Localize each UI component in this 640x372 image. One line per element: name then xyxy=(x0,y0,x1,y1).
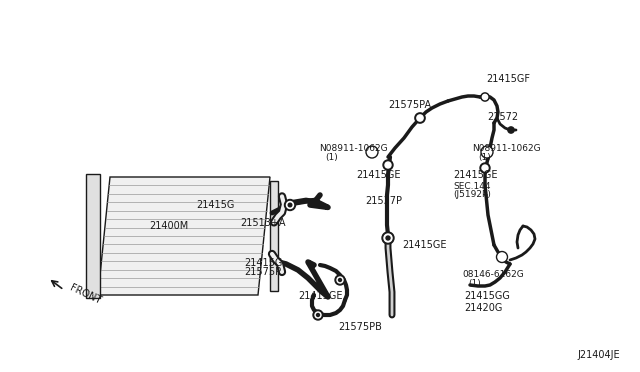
Circle shape xyxy=(337,277,343,283)
Circle shape xyxy=(383,160,393,170)
Text: 21537P: 21537P xyxy=(365,196,402,206)
Polygon shape xyxy=(98,177,270,295)
Text: (1): (1) xyxy=(325,153,338,162)
Text: 21575PB: 21575PB xyxy=(338,322,382,332)
Text: FRONT: FRONT xyxy=(68,283,102,306)
Circle shape xyxy=(287,202,294,208)
Circle shape xyxy=(483,94,488,99)
Circle shape xyxy=(313,310,323,320)
Circle shape xyxy=(288,203,292,207)
Circle shape xyxy=(335,275,345,285)
Bar xyxy=(270,181,278,291)
Text: (1): (1) xyxy=(468,279,481,288)
Circle shape xyxy=(481,146,493,158)
Text: 21415GE: 21415GE xyxy=(453,170,497,180)
Text: (1): (1) xyxy=(478,153,491,162)
Circle shape xyxy=(497,251,508,263)
Text: 21415GF: 21415GF xyxy=(486,74,530,84)
Circle shape xyxy=(481,93,489,101)
Circle shape xyxy=(415,113,425,123)
Text: 21415GE: 21415GE xyxy=(298,291,342,301)
Circle shape xyxy=(385,162,391,168)
Circle shape xyxy=(384,234,392,242)
Text: 21415G: 21415G xyxy=(196,200,234,210)
Text: N08911-1062G: N08911-1062G xyxy=(319,144,388,153)
Circle shape xyxy=(285,199,296,211)
Text: 21415GG: 21415GG xyxy=(464,291,510,301)
Text: 21513+A: 21513+A xyxy=(240,218,285,228)
Text: 21575PA: 21575PA xyxy=(388,100,431,110)
Text: 21400M: 21400M xyxy=(149,221,188,231)
Text: N08911-1062G: N08911-1062G xyxy=(472,144,541,153)
Text: 21415GE: 21415GE xyxy=(402,240,447,250)
Circle shape xyxy=(315,312,321,318)
Circle shape xyxy=(386,236,390,240)
Text: J21404JE: J21404JE xyxy=(577,350,620,360)
Text: (J5192P): (J5192P) xyxy=(453,190,491,199)
Circle shape xyxy=(480,163,490,173)
Circle shape xyxy=(482,165,488,171)
Circle shape xyxy=(508,127,514,133)
Text: 21415G: 21415G xyxy=(244,258,282,268)
Circle shape xyxy=(366,146,378,158)
Text: 21575P: 21575P xyxy=(244,267,281,277)
Text: 21420G: 21420G xyxy=(464,303,502,313)
Circle shape xyxy=(417,115,423,121)
Circle shape xyxy=(382,232,394,244)
Text: 08146-6162G: 08146-6162G xyxy=(462,270,524,279)
Bar xyxy=(86,174,100,298)
Text: 21415GE: 21415GE xyxy=(356,170,401,180)
Text: SEC.144: SEC.144 xyxy=(453,182,490,191)
Circle shape xyxy=(317,314,319,317)
Text: 21572: 21572 xyxy=(487,112,518,122)
Circle shape xyxy=(339,279,342,282)
